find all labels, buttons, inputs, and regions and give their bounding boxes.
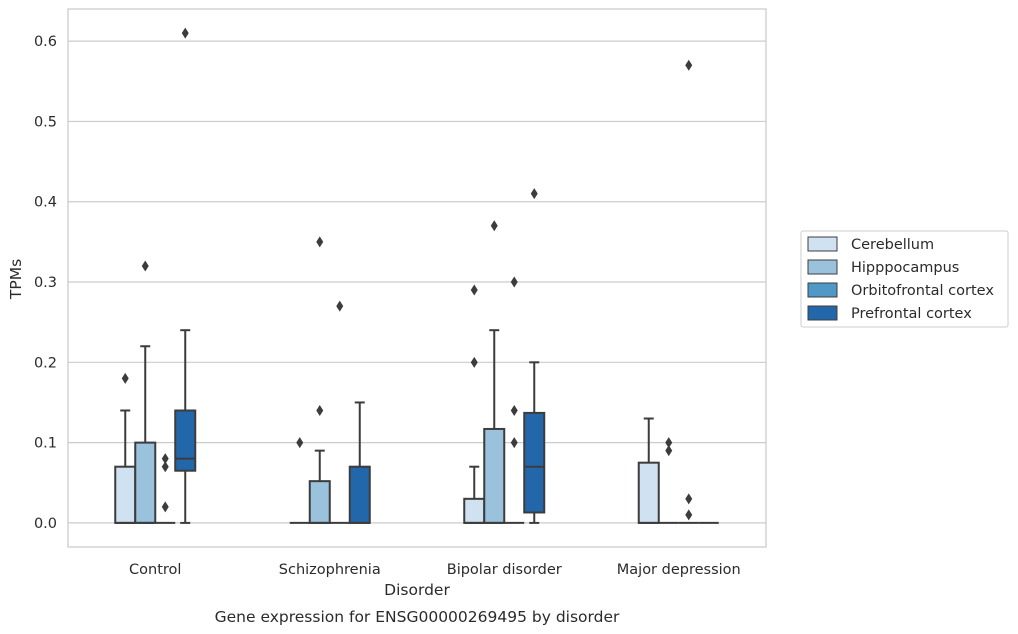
- box-prefrontal-cortex: [348, 401, 371, 524]
- legend-label: Prefrontal cortex: [851, 306, 972, 322]
- outlier-point: [470, 356, 478, 368]
- outlier-point: [510, 276, 518, 288]
- box-iqr: [463, 497, 486, 524]
- box-hipppocampus: [134, 260, 157, 524]
- legend-frame: [800, 230, 1009, 328]
- box-iqr: [637, 461, 660, 524]
- outlier-point: [685, 493, 693, 505]
- legend-swatch: [807, 282, 838, 298]
- outlier-point: [121, 372, 129, 384]
- box-orbitofrontal-cortex: [329, 300, 350, 524]
- plot-frame: [67, 8, 767, 548]
- box-iqr: [174, 409, 197, 472]
- box-hipppocampus: [308, 236, 331, 524]
- box-orbitofrontal-cortex: [504, 276, 525, 524]
- outlier-point: [161, 461, 169, 473]
- box-cerebellum: [463, 284, 486, 524]
- y-tick-label: 0.5: [34, 114, 57, 130]
- box-orbitofrontal-cortex: [155, 453, 176, 524]
- outlier-point: [181, 27, 189, 39]
- legend-label: Orbitofrontal cortex: [851, 283, 994, 299]
- outlier-point: [161, 501, 169, 513]
- outlier-point: [141, 260, 149, 272]
- box-iqr: [348, 465, 371, 524]
- box-prefrontal-cortex: [174, 27, 197, 524]
- box-cerebellum: [289, 437, 310, 524]
- legend-label: Cerebellum: [851, 237, 934, 253]
- legend-swatch: [807, 236, 838, 252]
- y-axis-label: TPMs: [7, 259, 25, 300]
- chart-title: Gene expression for ENSG00000269495 by d…: [215, 608, 620, 626]
- outlier-point: [685, 59, 693, 71]
- outlier-point: [470, 284, 478, 296]
- outlier-point: [296, 437, 304, 449]
- box-iqr: [308, 480, 331, 524]
- y-tick-label: 0.6: [34, 34, 57, 50]
- outlier-point: [685, 509, 693, 521]
- y-tick-label: 0.1: [34, 436, 57, 452]
- box-series: [114, 27, 719, 524]
- box-hipppocampus: [483, 220, 506, 524]
- x-tick-label: Bipolar disorder: [447, 562, 562, 578]
- x-tick-label: Schizophrenia: [279, 562, 381, 578]
- box-cerebellum: [637, 417, 660, 524]
- box-iqr: [523, 411, 546, 514]
- outlier-point: [316, 236, 324, 248]
- y-tick-label: 0.0: [34, 516, 57, 532]
- outlier-point: [336, 300, 344, 312]
- x-tick-labels: Control Schizophrenia Bipolar disorder Majo…: [129, 562, 741, 578]
- legend-swatch: [807, 259, 838, 275]
- y-tick-label: 0.3: [34, 275, 57, 291]
- x-tick-label: Major depression: [617, 562, 741, 578]
- box-hipppocampus: [658, 437, 679, 524]
- legend-swatch: [807, 305, 838, 321]
- y-tick-labels: 0.0 0.1 0.2 0.3 0.4 0.5 0.6: [34, 34, 57, 532]
- y-tick-label: 0.4: [34, 195, 57, 211]
- legend-label: Hipppocampus: [851, 260, 959, 276]
- x-axis-label: Disorder: [384, 581, 450, 599]
- outlier-point: [161, 453, 169, 465]
- grid-lines: [68, 40, 766, 524]
- y-tick-label: 0.2: [34, 355, 57, 371]
- outlier-point: [316, 404, 324, 416]
- outlier-point: [510, 437, 518, 449]
- box-prefrontal-cortex: [523, 188, 546, 524]
- outlier-point: [530, 188, 538, 200]
- box-cerebellum: [114, 372, 137, 524]
- outlier-point: [510, 404, 518, 416]
- box-orbitofrontal-cortex: [678, 59, 699, 524]
- x-tick-label: Control: [129, 562, 181, 578]
- box-iqr: [483, 427, 506, 524]
- outlier-point: [665, 445, 673, 457]
- box-iqr: [134, 441, 157, 524]
- outlier-point: [665, 437, 673, 449]
- legend: Cerebellum Hipppocampus Orbitofrontal cort…: [800, 230, 1009, 328]
- box-iqr: [114, 465, 137, 524]
- outlier-point: [490, 220, 498, 232]
